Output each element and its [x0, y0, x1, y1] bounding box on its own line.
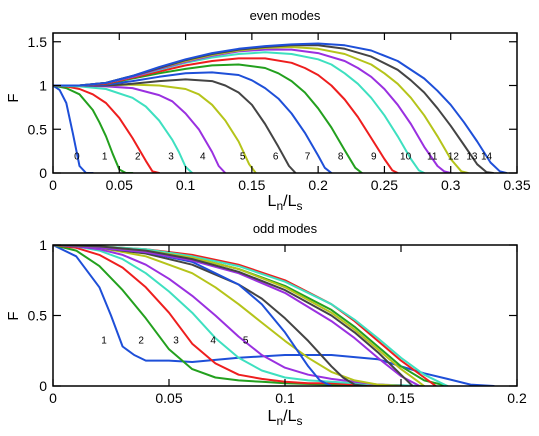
- odd-modes-xlabel: Ln/Ls: [268, 408, 303, 428]
- even-modes-curve-label-7: 7: [305, 152, 311, 163]
- even-modes-xtick-label-3: 0.15: [238, 177, 265, 193]
- even-modes-curve-label-10: 10: [400, 152, 412, 163]
- odd-modes-series-line-5: [53, 245, 402, 386]
- even-modes-curve-label-3: 3: [168, 152, 174, 163]
- odd-modes-xtick-label-0: 0: [49, 390, 57, 406]
- even-modes-series-line-7: [53, 71, 333, 173]
- even-modes-xtick-label-4: 0.2: [308, 177, 328, 193]
- odd-modes-plot-frame: [52, 244, 518, 387]
- even-modes-curve-label-12: 12: [448, 152, 460, 163]
- odd-modes-series-line-11: [53, 245, 421, 386]
- even-modes-curve-label-2: 2: [135, 152, 141, 163]
- even-modes-panel: even modes F Ln/Ls 0 1 2 3 4 5 6 7 8 9 10 11 12 13 140…: [5, 8, 531, 213]
- even-modes-series-line-3: [53, 84, 194, 173]
- odd-modes-ytick-label-1: 0.5: [28, 308, 48, 324]
- odd-modes-ylabel: F: [5, 311, 22, 320]
- odd-modes-series-line-6: [53, 245, 368, 386]
- even-modes-ytick-label-2: 1: [39, 78, 47, 94]
- even-modes-xtick-label-5: 0.25: [371, 177, 398, 193]
- even-modes-curve-label-6: 6: [273, 152, 279, 163]
- even-modes-series-line-6: [53, 78, 297, 173]
- even-modes-curve-label-1: 1: [102, 152, 108, 163]
- odd-modes-xtick-label-2: 0.1: [275, 390, 295, 406]
- odd-modes-series-line-13: [53, 245, 414, 386]
- even-modes-ytick-label-1: 0.5: [28, 121, 48, 137]
- even-modes-curve-label-11: 11: [427, 152, 438, 163]
- odd-modes-curve-label-4: 5: [243, 336, 249, 347]
- odd-modes-series-line-7: [53, 245, 333, 386]
- odd-modes-title: odd modes: [253, 221, 318, 236]
- even-modes-curve-label-4: 4: [200, 152, 206, 163]
- even-modes-xtick-label-1: 0.05: [106, 177, 133, 193]
- odd-modes-series-line-4: [53, 245, 402, 386]
- even-modes-ytick-label-0: 0: [39, 165, 47, 181]
- even-modes-series-line-0: [53, 84, 94, 173]
- even-modes-series-line-14: [53, 42, 508, 173]
- odd-modes-ytick-label-0: 0: [39, 378, 47, 394]
- even-modes-curve-label-9: 9: [371, 152, 377, 163]
- odd-modes-curve-label-2: 3: [173, 336, 179, 347]
- even-modes-curve-label-8: 8: [338, 152, 344, 163]
- even-modes-series-line-1: [53, 84, 134, 173]
- even-modes-ylabel: F: [5, 93, 22, 102]
- even-modes-xtick-label-0: 0: [49, 177, 57, 193]
- even-modes-curve-label-0: 0: [74, 152, 80, 163]
- even-modes-title: even modes: [250, 8, 321, 23]
- even-modes-series-line-10: [53, 51, 426, 173]
- odd-modes-series-group: [53, 245, 495, 386]
- odd-modes-xtick-label-3: 0.15: [387, 390, 414, 406]
- odd-modes-series-line-0: [53, 245, 495, 386]
- even-modes-curve-label-5: 5: [240, 152, 246, 163]
- odd-modes-xtick-label-4: 0.2: [507, 390, 527, 406]
- odd-modes-curve-label-1: 2: [138, 336, 144, 347]
- odd-modes-curve-label-3: 4: [210, 336, 216, 347]
- even-modes-curve-label-13: 13: [466, 152, 478, 163]
- even-modes-xtick-label-2: 0.1: [176, 177, 196, 193]
- odd-modes-ytick-label-2: 1: [39, 237, 47, 253]
- odd-modes-curve-label-0: 1: [101, 336, 107, 347]
- even-modes-plot-frame: [52, 32, 518, 174]
- even-modes-xtick-label-6: 0.3: [441, 177, 461, 193]
- odd-modes-series-line-2: [53, 245, 414, 386]
- odd-modes-panel: odd modes F Ln/Ls 1 2 3 4 5 0 0.05 0.1 0.15 0.2 0 0…: [5, 221, 527, 428]
- odd-modes-series-line-10: [53, 245, 449, 386]
- odd-modes-series-line-1: [53, 245, 402, 386]
- even-modes-ytick-label-3: 1.5: [28, 34, 48, 50]
- even-modes-curve-label-14: 14: [481, 152, 493, 163]
- odd-modes-xtick-label-1: 0.05: [155, 390, 182, 406]
- even-modes-xlabel: Ln/Ls: [268, 193, 303, 213]
- even-modes-xtick-label-7: 0.35: [503, 177, 530, 193]
- even-modes-series-line-2: [53, 84, 161, 173]
- even-modes-series-group: [53, 42, 508, 173]
